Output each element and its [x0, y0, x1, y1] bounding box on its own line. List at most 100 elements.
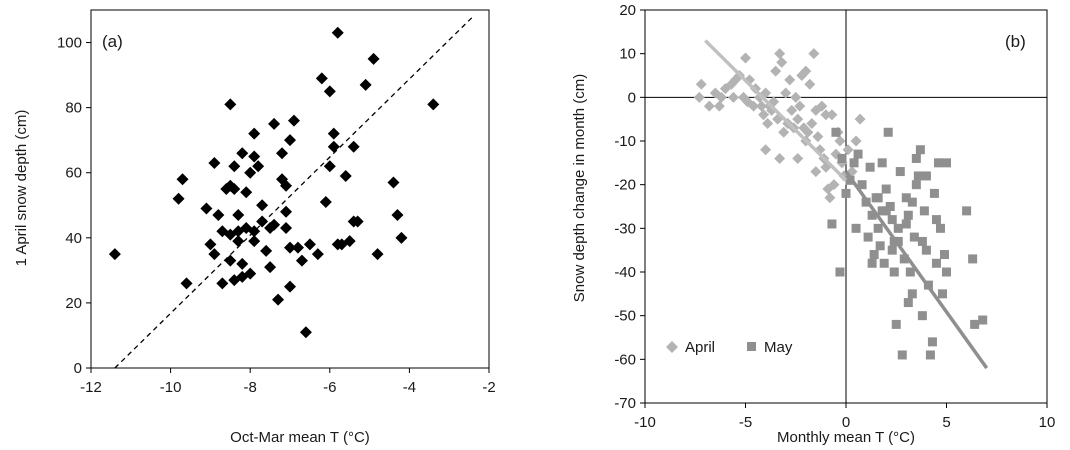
x-tick-label: -10	[160, 379, 182, 396]
may-data-point	[935, 223, 945, 233]
may-data-point	[873, 223, 883, 233]
may-data-point	[869, 250, 879, 260]
x-tick-label: -12	[80, 379, 102, 396]
may-data-point	[893, 236, 903, 246]
series-0-data-point	[359, 78, 372, 91]
may-data-point	[889, 267, 899, 277]
may-data-point	[911, 180, 921, 190]
april-data-point	[808, 48, 820, 60]
x-tick-label: -4	[403, 379, 416, 396]
series-0-data-point	[236, 147, 249, 160]
legend-item-may: May	[747, 339, 793, 356]
may-data-point	[903, 298, 913, 308]
may-data-point	[907, 289, 917, 299]
x-tick-label: -10	[634, 414, 656, 431]
may-data-point	[841, 188, 851, 198]
may-data-point	[883, 127, 893, 137]
may-data-point	[962, 206, 972, 216]
april-data-point	[695, 78, 707, 90]
panel-b-x-axis-title: Monthly mean T (°C)	[777, 429, 915, 446]
series-0-data-point	[287, 114, 300, 127]
may-data-point	[917, 236, 927, 246]
may-data-point	[970, 319, 980, 329]
may-data-point	[863, 232, 873, 242]
series-0-data-point	[264, 261, 277, 274]
may-data-point	[837, 153, 847, 163]
legend-may-label: May	[764, 339, 793, 356]
legend-may-marker	[747, 342, 756, 351]
series-0-data-point	[391, 209, 404, 222]
may-data-point	[919, 206, 929, 216]
panel-a-y-axis-title: 1 April snow depth (cm)	[13, 110, 30, 267]
april-data-point	[786, 104, 798, 116]
x-tick-label: -8	[244, 379, 257, 396]
may-data-point	[907, 197, 917, 207]
y-tick-label: 20	[619, 2, 636, 19]
series-0-data-point	[387, 176, 400, 189]
legend-item-april: April	[0, 0, 715, 356]
may-data-point	[931, 215, 941, 225]
may-data-point	[873, 193, 883, 203]
y-tick-label: -30	[614, 220, 636, 237]
y-tick-label: 100	[57, 35, 82, 52]
series-0-data-point	[351, 215, 364, 228]
may-data-point	[887, 245, 897, 255]
may-data-point	[865, 162, 875, 172]
april-data-point	[842, 144, 854, 156]
april-data-point	[810, 166, 822, 178]
x-tick-label: 10	[1039, 414, 1056, 431]
series-0-data-point	[248, 150, 261, 163]
series-0-data-point	[339, 169, 352, 182]
y-tick-label: -60	[614, 351, 636, 368]
y-tick-label: -50	[614, 308, 636, 325]
panel-b-legend: April May	[0, 0, 793, 356]
april-data-point	[776, 56, 788, 68]
y-tick-label: 40	[65, 230, 82, 247]
y-tick-label: 10	[619, 46, 636, 63]
series-0-data-point	[343, 235, 356, 248]
series-0-data-point	[291, 241, 304, 254]
may-data-point	[942, 267, 951, 277]
y-tick-label: -10	[614, 133, 636, 150]
may-data-point	[909, 232, 919, 242]
may-data-point	[899, 254, 909, 264]
april-data-point	[834, 135, 846, 147]
series-0-data-point	[272, 293, 285, 306]
x-tick-label: -5	[739, 414, 752, 431]
may-data-point	[893, 223, 903, 233]
may-data-point	[851, 223, 861, 233]
april-data-point	[854, 113, 866, 125]
april-data-point	[693, 91, 705, 103]
panel-b-y-axis-title: Snow depth change in month (cm)	[571, 74, 588, 302]
y-tick-label: -20	[614, 177, 636, 194]
april-data-point	[740, 52, 751, 64]
series-0-data-point	[108, 248, 121, 261]
legend-april-marker	[0, 0, 7, 7]
series-0-data-point	[200, 202, 213, 215]
series-0-data-point	[236, 257, 249, 270]
may-data-point	[933, 158, 943, 168]
may-data-point	[853, 149, 863, 159]
may-data-point	[891, 319, 901, 329]
may-data-point	[921, 245, 931, 255]
series-0-data-point	[248, 225, 261, 238]
one-to-one-dashed-line	[114, 16, 474, 369]
y-tick-label: 0	[74, 360, 82, 377]
may-data-point	[901, 193, 911, 203]
april-data-point	[800, 65, 812, 77]
y-tick-label: -40	[614, 264, 636, 281]
may-data-point	[867, 258, 877, 268]
april-data-point	[826, 109, 838, 121]
april-data-point	[806, 118, 818, 130]
may-data-point	[927, 337, 937, 347]
series-0-data-point	[256, 215, 269, 228]
y-tick-label: 20	[65, 295, 82, 312]
series-0-data-point	[256, 199, 269, 212]
april-data-point	[792, 152, 804, 164]
panel-a: (a) Oct-Mar mean T (°C) 1 April snow dep…	[13, 9, 496, 446]
april-data-point	[850, 135, 862, 147]
may-data-point	[867, 210, 877, 220]
may-data-point	[877, 206, 887, 216]
series-0-data-point	[248, 235, 261, 248]
series-0-data-point	[224, 254, 237, 267]
